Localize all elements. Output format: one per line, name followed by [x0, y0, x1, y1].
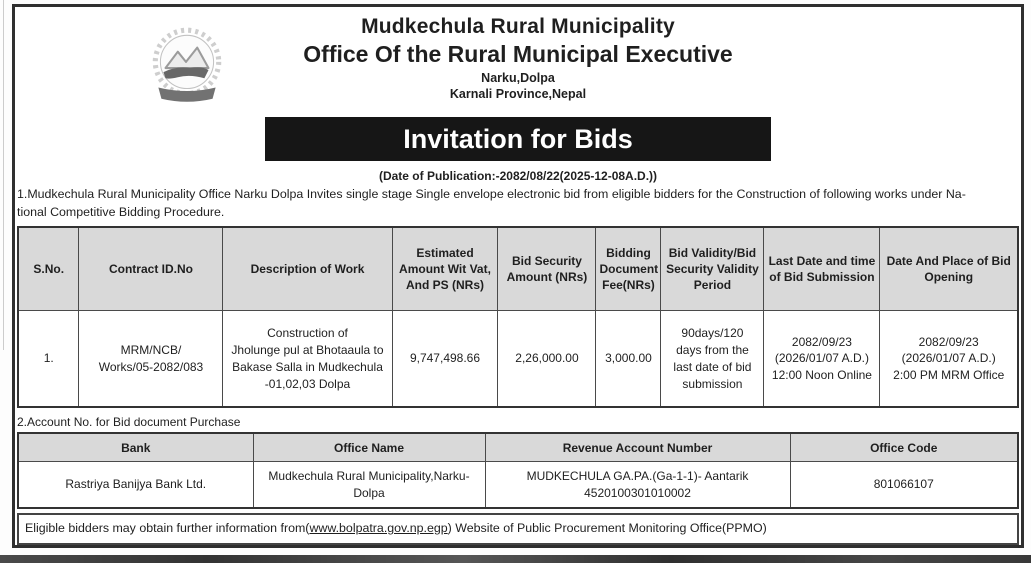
cell-sno: 1.: [17, 310, 80, 408]
location-line: Narku,Dolpa: [481, 71, 555, 85]
col-header-contract-id: Contract ID.No: [78, 226, 224, 312]
cell-bank: Rastriya Banijya Bank Ltd.: [17, 461, 254, 509]
col-header-estimated-amount: Estimated Amount Wit Vat, And PS (NRs): [391, 226, 499, 312]
intro-paragraph: 1.Mudkechula Rural Municipality Office N…: [17, 187, 966, 219]
bid-table-header-row: S.No. Contract ID.No Description of Work…: [17, 226, 1019, 312]
municipality-emblem-logo: [143, 21, 231, 111]
cell-bid-security: 2,26,000.00: [497, 310, 597, 408]
scan-bottom-edge: [0, 555, 1031, 563]
scan-edge-artifact: [3, 0, 4, 350]
province-line: Karnali Province,Nepal: [449, 87, 587, 101]
bid-table: S.No. Contract ID.No Description of Work…: [17, 225, 1019, 408]
account-table-header-row: Bank Office Name Revenue Account Number …: [17, 432, 1019, 463]
cell-estimated-amount: 9,747,498.66: [391, 310, 499, 408]
account-table: Bank Office Name Revenue Account Number …: [17, 431, 1019, 509]
invitation-banner: Invitation for Bids: [265, 117, 771, 161]
col-header-revenue-account: Revenue Account Number: [484, 432, 791, 463]
cell-bid-validity: 90days/120 days from the last date of bi…: [660, 310, 765, 408]
cell-bid-opening: 2082/09/23 (2026/01/07 A.D.) 2:00 PM MRM…: [879, 310, 1019, 408]
document-header: Mudkechula Rural Municipality Office Of …: [17, 7, 1019, 111]
account-section-heading: 2.Account No. for Bid document Purchase: [17, 414, 241, 429]
footer-note: Eligible bidders may obtain further info…: [17, 512, 1019, 545]
col-header-bank: Bank: [17, 432, 254, 463]
col-header-document-fee: Bidding Document Fee(NRs): [595, 226, 662, 312]
col-header-office-code: Office Code: [789, 432, 1019, 463]
col-header-office-name: Office Name: [252, 432, 486, 463]
banner-title: Invitation for Bids: [403, 123, 633, 154]
col-header-description: Description of Work: [222, 226, 393, 312]
bolpatra-link[interactable]: www.bolpatra.gov.np.egp: [309, 520, 448, 535]
col-header-sno: S.No.: [17, 226, 80, 312]
cell-office-name: Mudkechula Rural Municipality,Narku- Dol…: [252, 461, 486, 509]
col-header-bid-validity: Bid Validity/Bid Security Validity Perio…: [660, 226, 765, 312]
col-header-last-date: Last Date and time of Bid Submission: [763, 226, 881, 312]
col-header-bid-opening: Date And Place of Bid Opening: [879, 226, 1019, 312]
footer-text-suffix: ) Website of Public Procurement Monitori…: [447, 520, 767, 535]
publication-date: (Date of Publication:-2082/08/22(2025-12…: [378, 169, 658, 183]
col-header-bid-security: Bid Security Amount (NRs): [497, 226, 597, 312]
cell-description: Construction of Jholunge pul at Bhotaaul…: [222, 310, 393, 408]
invitation-document: Mudkechula Rural Municipality Office Of …: [12, 4, 1024, 548]
municipality-name: Mudkechula Rural Municipality: [361, 15, 675, 38]
cell-revenue-account: MUDKECHULA GA.PA.(Ga-1-1)- Aantarik 4520…: [484, 461, 791, 509]
account-table-row: Rastriya Banijya Bank Ltd. Mudkechula Ru…: [17, 461, 1019, 509]
bid-table-row: 1. MRM/NCB/ Works/05-2082/083 Constructi…: [17, 310, 1019, 408]
cell-document-fee: 3,000.00: [595, 310, 662, 408]
footer-text-prefix: Eligible bidders may obtain further info…: [25, 520, 310, 535]
cell-office-code: 801066107: [789, 461, 1019, 509]
office-name: Office Of the Rural Municipal Executive: [303, 41, 733, 67]
cell-contract-id: MRM/NCB/ Works/05-2082/083: [78, 310, 224, 408]
header-text-block: Mudkechula Rural Municipality Office Of …: [17, 7, 1019, 101]
cell-last-date: 2082/09/23 (2026/01/07 A.D.) 12:00 Noon …: [763, 310, 881, 408]
